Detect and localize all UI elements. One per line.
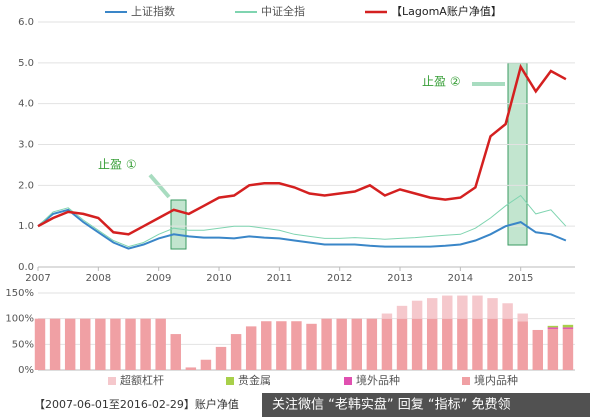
bar-segment	[34, 318, 46, 370]
bar-segment	[562, 324, 574, 328]
bar-segment	[487, 298, 498, 319]
bar-segment	[276, 321, 287, 370]
bar-segment	[381, 318, 393, 370]
series-line	[37, 208, 567, 250]
y-tick-label: 1.0	[18, 221, 34, 232]
bar-segment	[411, 318, 423, 370]
legend-label: 境内品种	[474, 373, 518, 387]
y-tick-label: 0%	[18, 365, 34, 376]
bar-segment	[321, 318, 332, 370]
bar-segment	[547, 328, 559, 370]
legend-swatch	[108, 377, 116, 385]
bar-segment	[291, 321, 302, 370]
bar-segment	[472, 318, 483, 370]
arrow	[148, 173, 171, 199]
stop-box	[507, 62, 528, 246]
bar-segment	[381, 313, 393, 319]
bar-segment	[230, 334, 242, 370]
watermark-bg	[262, 393, 590, 417]
bar-segment	[351, 318, 362, 370]
bar-segment	[532, 329, 544, 370]
x-tick-label: 2013	[387, 273, 412, 284]
bar-segment	[64, 318, 76, 370]
y-tick-label: 2.0	[18, 180, 34, 191]
bar-segment	[95, 318, 106, 370]
y-tick-label: 0.0	[18, 262, 34, 273]
bar-segment	[185, 367, 197, 370]
y-tick-label: 6.0	[18, 17, 34, 28]
bar-segment	[487, 318, 498, 370]
bar-segment	[562, 327, 574, 329]
bar-segment	[562, 328, 574, 370]
legend-swatch	[226, 377, 234, 385]
bar-segment	[200, 359, 212, 370]
bar-segment	[411, 300, 423, 319]
bar-segment	[457, 295, 468, 319]
bar-segment	[140, 318, 151, 370]
bar-segment	[472, 295, 483, 319]
x-tick-label: 2010	[206, 273, 231, 284]
bar-segment	[547, 327, 559, 329]
bar-segment	[215, 346, 227, 370]
bar-segment	[49, 318, 61, 370]
bar-segment	[125, 318, 136, 370]
y-tick-label: 100%	[5, 314, 34, 325]
legend-label: 上证指数	[131, 4, 175, 18]
y-tick-label: 150%	[5, 288, 34, 299]
series-line	[37, 194, 567, 248]
bar-segment	[442, 318, 453, 370]
bar-segment	[547, 325, 559, 328]
y-tick-label: 50%	[12, 339, 34, 350]
bar-segment	[261, 321, 272, 370]
x-tick-label: 2012	[327, 273, 352, 284]
x-tick-label: 2008	[86, 273, 111, 284]
y-tick-label: 3.0	[18, 140, 34, 151]
bar-segment	[245, 326, 257, 370]
annotation: 止盈 ①	[98, 158, 137, 172]
x-tick-label: 2009	[146, 273, 171, 284]
x-tick-label: 2014	[448, 273, 473, 284]
legend-label: 【LagomA账户净值】	[391, 4, 502, 18]
bar-segment	[457, 318, 468, 370]
x-tick-label: 2007	[25, 273, 50, 284]
bar-segment	[426, 318, 438, 370]
bar-segment	[517, 313, 528, 322]
series-line	[37, 63, 567, 236]
bar-segment	[442, 295, 453, 319]
bar-segment	[336, 318, 347, 370]
y-tick-label: 5.0	[18, 58, 34, 69]
legend-swatch	[344, 377, 352, 385]
legend-label: 境外品种	[356, 373, 400, 387]
bar-segment	[517, 321, 528, 370]
bar-segment	[80, 318, 91, 370]
y-tick-label: 4.0	[18, 99, 34, 110]
caption: 【2007-06-01至2016-02-29】账户净值	[34, 397, 239, 411]
x-tick-label: 2011	[267, 273, 292, 284]
bar-segment	[170, 334, 181, 370]
bar-segment	[502, 318, 513, 370]
x-tick-label: 2015	[508, 273, 533, 284]
bar-segment	[396, 305, 408, 319]
legend-label: 超额杠杆	[120, 373, 164, 387]
bar-segment	[426, 298, 438, 319]
stop-box	[170, 199, 187, 250]
legend-swatch	[462, 377, 470, 385]
legend-label: 中证全指	[261, 4, 305, 18]
bar-segment	[306, 323, 317, 370]
bar-segment	[155, 318, 166, 370]
legend-label: 贵金属	[238, 373, 271, 387]
watermark: 关注微信 “老韩实盘” 回复 “指标” 免费领	[272, 397, 510, 413]
bar-segment	[396, 318, 408, 370]
annotation: 止盈 ②	[422, 75, 461, 89]
bar-segment	[110, 318, 121, 370]
bar-segment	[502, 303, 513, 319]
bar-segment	[366, 318, 378, 370]
